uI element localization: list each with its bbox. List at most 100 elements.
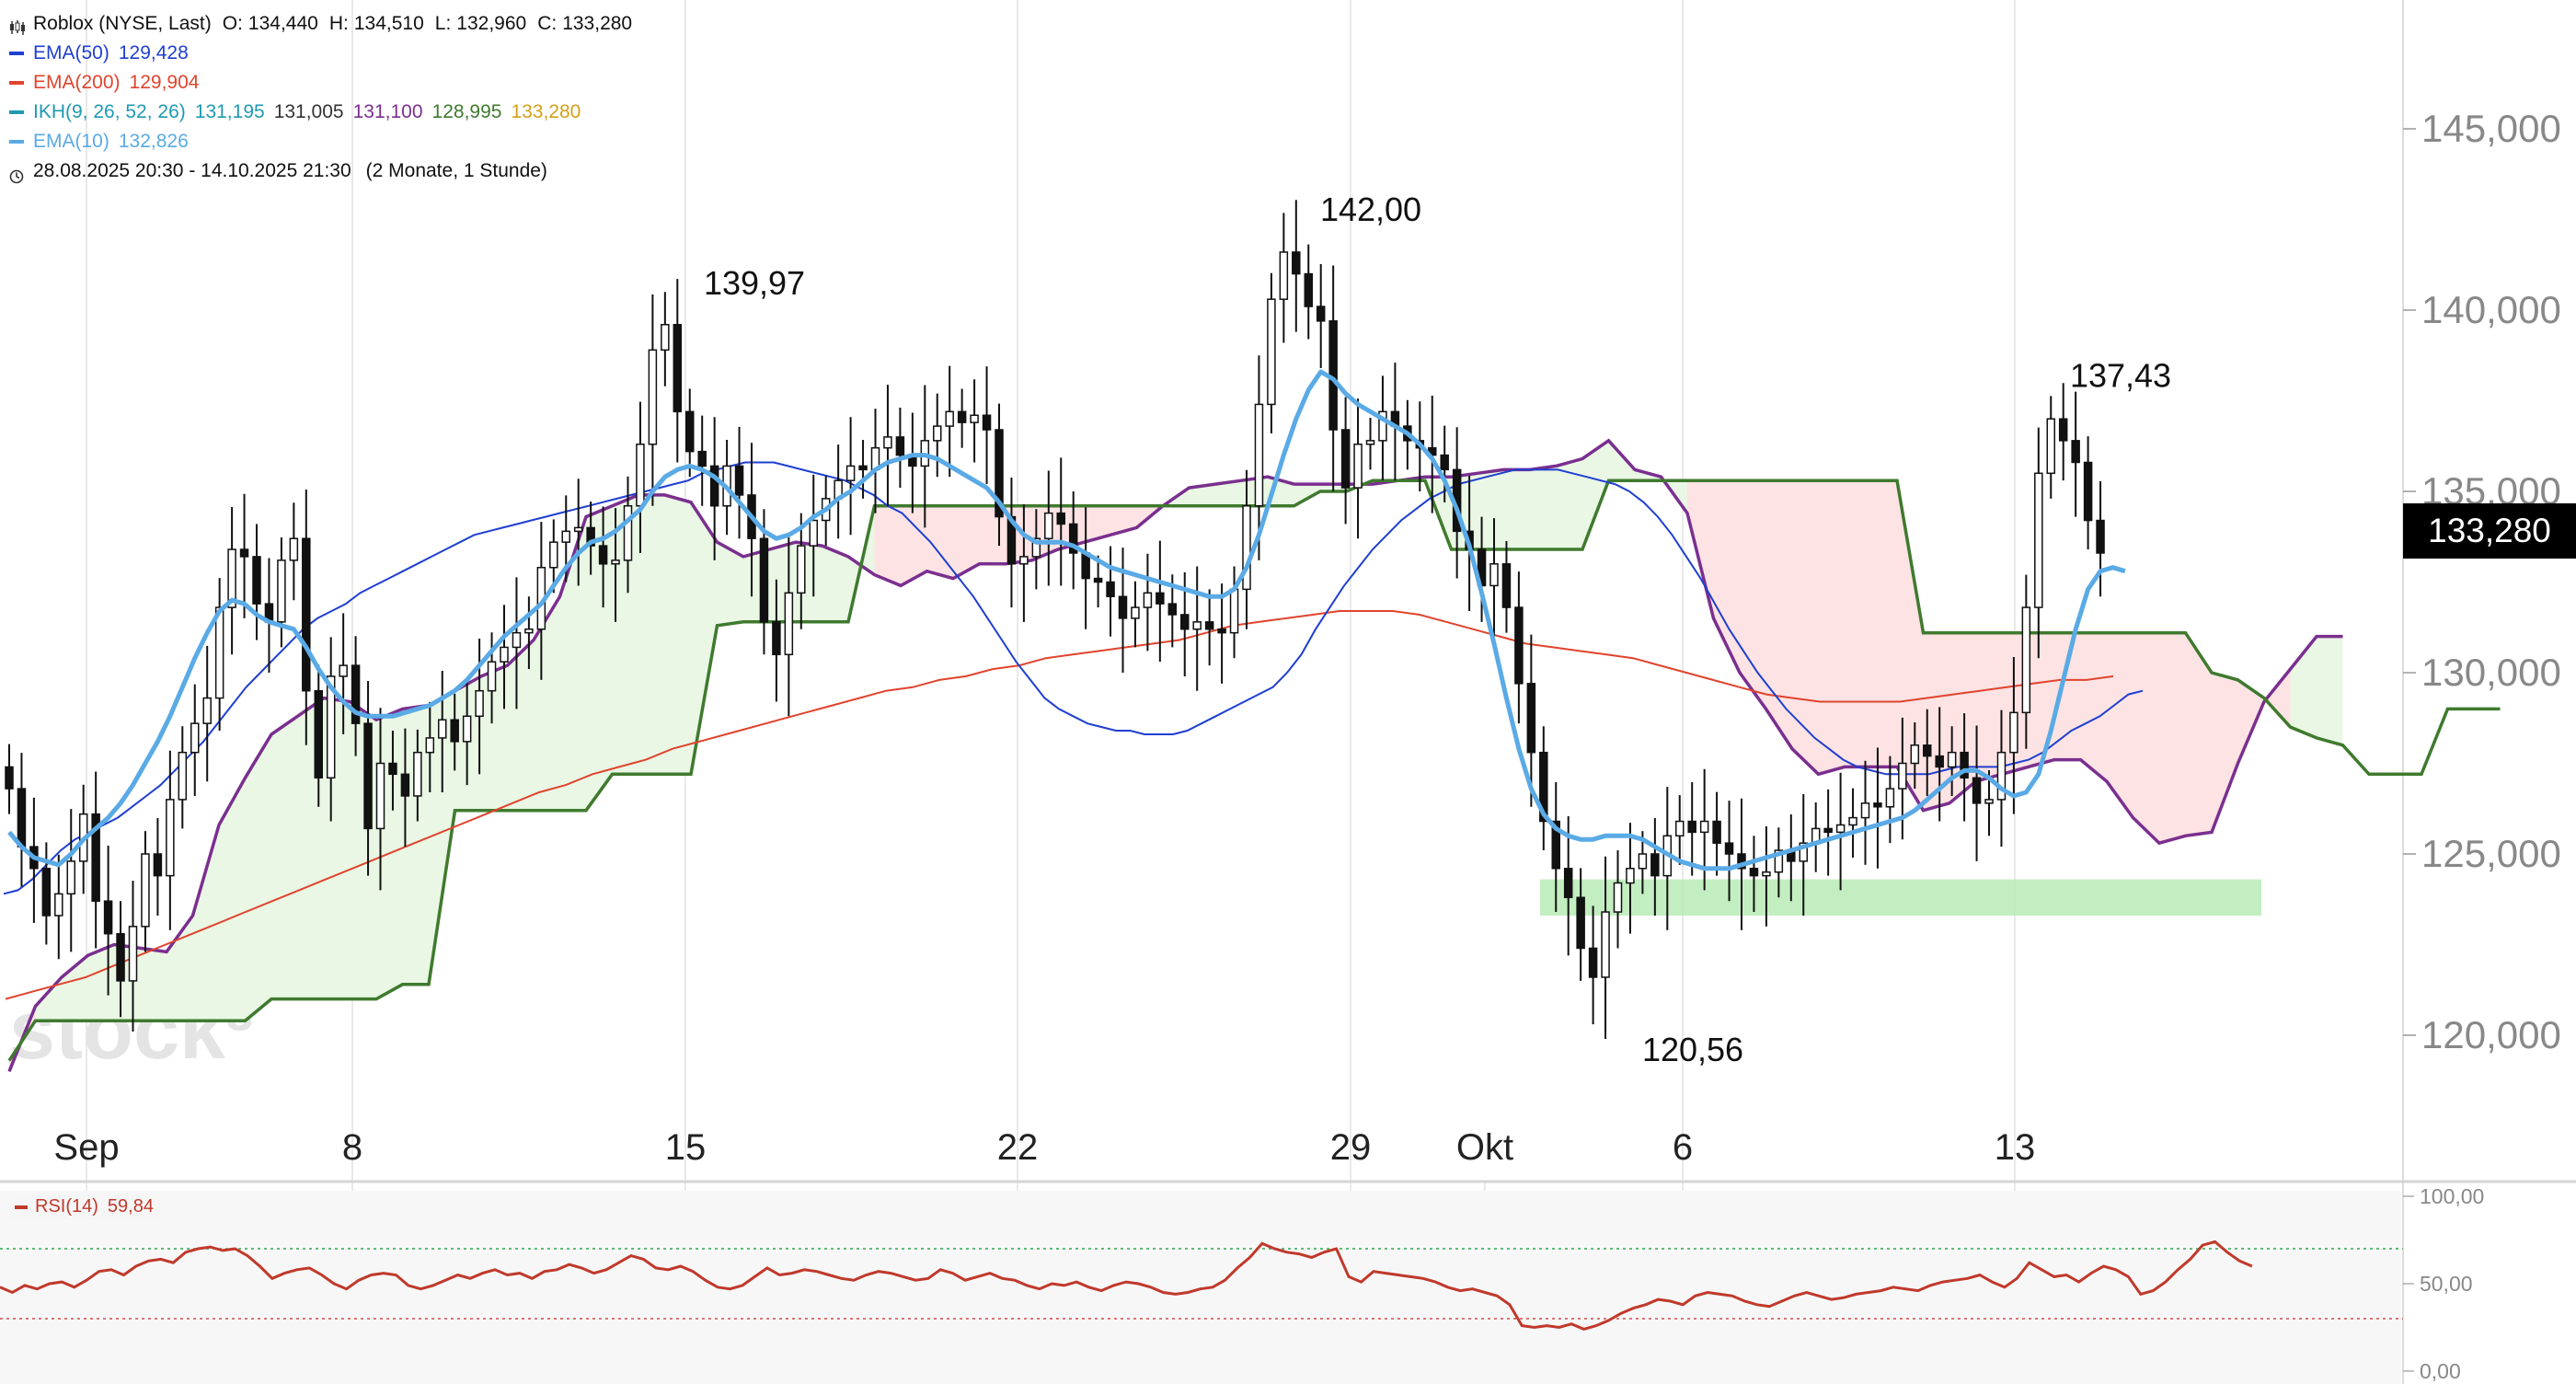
candle-body: [351, 664, 361, 724]
chart-legend: Roblox (NYSE, Last) O: 134,440 H: 134,51…: [9, 9, 632, 186]
candle-body: [375, 762, 385, 830]
ema10-value: 132,826: [118, 131, 189, 152]
candle-body: [190, 722, 200, 754]
cloud-segment: [481, 665, 508, 811]
candle-body: [91, 813, 100, 902]
candle-body: [1699, 820, 1709, 834]
rsi-swatch: [15, 1205, 28, 1209]
candle-body: [116, 932, 125, 982]
candle-body: [166, 799, 175, 877]
candle-body: [141, 853, 150, 928]
cloud-segment: [926, 505, 953, 579]
candle-body: [41, 868, 52, 917]
candle-body: [1242, 505, 1251, 591]
ikh-chikou-value: 133,280: [511, 101, 581, 122]
cloud-segment: [2212, 673, 2238, 833]
cloud-segment: [1189, 484, 1215, 506]
cloud-segment: [1765, 480, 1792, 749]
candle-body: [2009, 711, 2018, 754]
cloud-segment: [717, 542, 743, 626]
candle-body: [883, 436, 892, 449]
candle-body: [239, 548, 249, 558]
candle-body: [2021, 606, 2031, 714]
candle-body: [1799, 842, 1808, 862]
x-tick-label: Sep: [53, 1127, 119, 1168]
candle-body: [1613, 882, 1623, 913]
candle-body: [487, 661, 497, 692]
candle-body: [500, 646, 509, 663]
ikh-cloud: [9, 440, 2343, 1072]
candle-body: [1984, 799, 1994, 804]
ema10-line: [7, 369, 2126, 871]
x-tick-label: Okt: [1456, 1127, 1513, 1168]
cloud-segment: [1582, 440, 1609, 550]
candle-body: [1910, 744, 1920, 765]
cloud-segment: [1975, 632, 2002, 782]
candle-body: [1650, 853, 1660, 877]
candle-body: [202, 697, 212, 724]
candle-body: [1440, 454, 1449, 471]
candle-body: [1860, 802, 1870, 819]
rsi-tick-label: 100,00: [2420, 1184, 2484, 1208]
cloud-segment: [691, 502, 718, 775]
ema200-swatch: [9, 81, 24, 85]
ema10-line-group: [7, 369, 2126, 871]
y-tick-label: 140,000: [2421, 288, 2561, 331]
legend-row-ema50[interactable]: EMA(50) 129,428: [9, 39, 632, 68]
candle-body: [982, 414, 992, 431]
cloud-segment: [402, 705, 429, 985]
candle-body: [759, 537, 769, 623]
candle-body: [413, 751, 422, 797]
ohlc-low-label: L:: [434, 13, 452, 34]
candle-body: [1304, 272, 1313, 307]
legend-row-ikh[interactable]: IKH(9, 26, 52, 26) 131,195 131,005 131,1…: [9, 98, 632, 127]
candle-body: [1192, 621, 1202, 630]
candle-body: [1514, 606, 1524, 685]
candle-body: [1873, 802, 1882, 808]
chart-type-icon[interactable]: [9, 16, 26, 35]
ohlc-high: 134,510: [353, 13, 424, 34]
instrument-name[interactable]: Roblox (NYSE, Last): [33, 13, 212, 34]
candle-body: [178, 751, 188, 801]
price-annotation: 120,56: [1642, 1031, 1743, 1068]
candle-body: [1254, 403, 1264, 507]
candle-body: [1501, 563, 1512, 608]
candle-body: [1167, 603, 1178, 616]
candle-body: [845, 465, 856, 481]
cloud-segment: [271, 716, 298, 999]
cloud-segment: [1818, 480, 1845, 775]
x-tick-label: 6: [1673, 1127, 1693, 1168]
candle-body: [227, 548, 236, 608]
candle-body: [128, 926, 138, 982]
x-tick-label: 22: [997, 1127, 1039, 1168]
x-tick-label: 15: [665, 1127, 707, 1168]
legend-row-ema10[interactable]: EMA(10) 132,826: [9, 127, 632, 156]
candle-body: [734, 465, 744, 496]
y-tick-label: 125,000: [2421, 832, 2561, 875]
candle-body: [1774, 849, 1784, 873]
ema200-value: 129,904: [129, 72, 200, 93]
support-zone: [1540, 879, 2261, 916]
clock-icon: [9, 164, 24, 184]
candle-body: [1031, 537, 1041, 558]
ikh-name: IKH(9, 26, 52, 26): [33, 101, 186, 122]
candle-body: [524, 628, 534, 634]
cloud-segment: [638, 494, 665, 775]
rsi-name: RSI(14): [35, 1196, 98, 1217]
legend-row-ema200[interactable]: EMA(200) 129,904: [9, 68, 632, 98]
time-axis[interactable]: Sep 8 15 22 29 Okt 6 13: [53, 1127, 2035, 1168]
candle-body: [1316, 306, 1326, 322]
candle-body: [1539, 751, 1548, 823]
candle-body: [1762, 871, 1771, 877]
ohlc-open: 134,440: [247, 13, 318, 34]
rsi-legend[interactable]: RSI(14) 59,84: [9, 1194, 161, 1219]
price-axis[interactable]: 145,000140,000135,000130,000125,000120,0…: [2403, 107, 2561, 1056]
candle-body: [2058, 418, 2068, 442]
cloud-segment: [2133, 632, 2159, 844]
ema10-swatch: [9, 140, 24, 144]
rsi-tick-label: 50,00: [2420, 1272, 2473, 1296]
cloud-segment: [219, 778, 246, 1021]
ema50-swatch: [9, 52, 24, 55]
cloud-segment: [2054, 632, 2081, 760]
candle-body: [363, 722, 373, 830]
